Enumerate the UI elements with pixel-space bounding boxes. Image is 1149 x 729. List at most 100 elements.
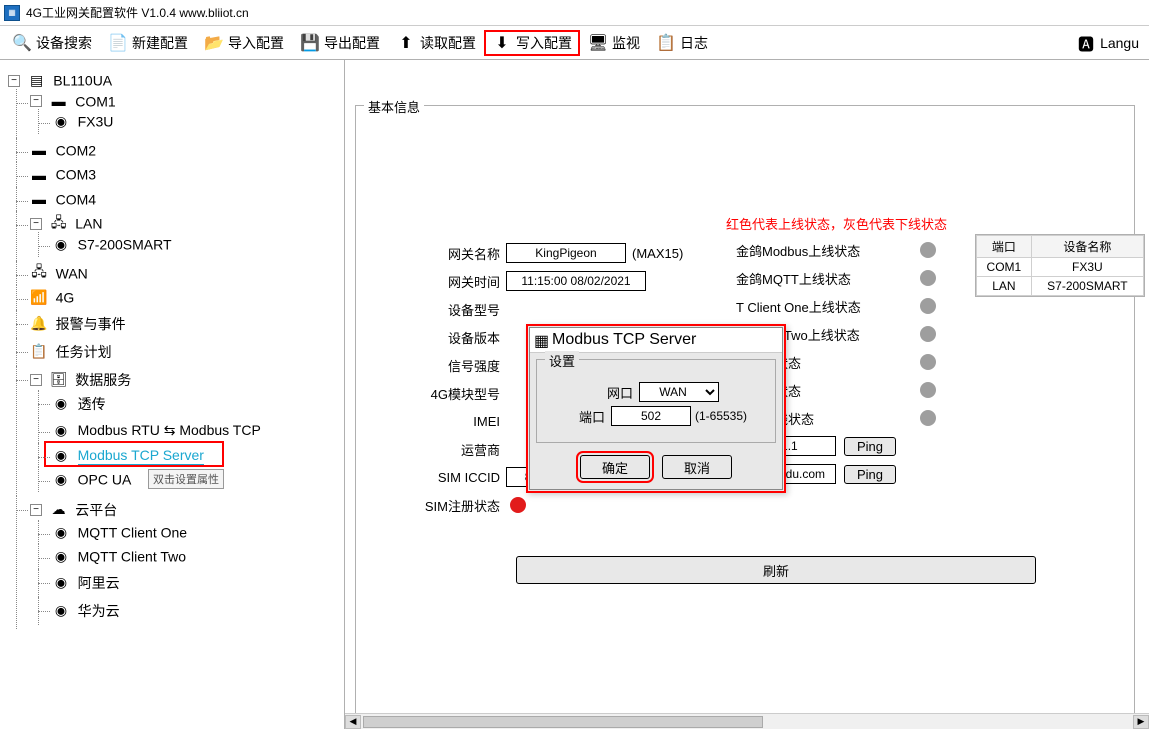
- table-header-port[interactable]: 端口: [977, 236, 1032, 258]
- tree-s7-label: S7-200SMART: [78, 237, 172, 253]
- tree-modbus-tcp-server[interactable]: ◉ Modbus TCP Server: [52, 443, 340, 468]
- toolbar-new[interactable]: 📄 新建配置: [100, 30, 196, 56]
- collapse-icon[interactable]: −: [30, 374, 42, 386]
- dialog-buttons: 确定 取消: [530, 449, 782, 489]
- basic-info-panel: 基本信息 网关名称 (MAX15) 网关时间 设备型号 设备版本: [355, 105, 1135, 725]
- status-dot: [920, 270, 936, 286]
- tree-root[interactable]: − ▤ BL110UA − ▬ COM1 ◉ FX3U: [8, 68, 340, 633]
- tree-wan-label: WAN: [56, 265, 88, 281]
- port-icon: ▬: [30, 167, 48, 183]
- toolbar-import[interactable]: 📂 导入配置: [196, 30, 292, 56]
- status-mqtt: 金鸽MQTT上线状态: [736, 264, 976, 292]
- dialog-ok-button[interactable]: 确定: [580, 455, 650, 479]
- ping-url-button[interactable]: Ping: [844, 465, 896, 484]
- toolbar-log[interactable]: 📋 日志: [648, 30, 716, 56]
- tree-passthrough[interactable]: ◉ 透传: [52, 390, 340, 418]
- refresh-button[interactable]: 刷新: [516, 556, 1036, 584]
- table-row[interactable]: COM1 FX3U: [977, 258, 1144, 277]
- collapse-icon[interactable]: −: [30, 504, 42, 516]
- service-icon: ◉: [52, 603, 70, 619]
- device-icon: ◉: [52, 114, 70, 130]
- ping-ip-button[interactable]: Ping: [844, 437, 896, 456]
- port-icon: ▬: [30, 191, 48, 207]
- gw-name-input[interactable]: [506, 243, 626, 263]
- dialog-net-label: 网口: [593, 383, 633, 402]
- dialog-cancel-button[interactable]: 取消: [662, 455, 732, 479]
- collapse-icon[interactable]: −: [30, 218, 42, 230]
- collapse-icon[interactable]: −: [30, 95, 42, 107]
- modbus-tcp-dialog: ▦ Modbus TCP Server 设置 网口 WAN 端口: [526, 324, 786, 493]
- task-icon: 📋: [30, 344, 48, 360]
- basic-info-title: 基本信息: [364, 97, 424, 116]
- toolbar-read[interactable]: ⬆ 读取配置: [388, 30, 484, 56]
- toolbar-write[interactable]: ⬇ 写入配置: [484, 30, 580, 56]
- dialog-titlebar: ▦ Modbus TCP Server: [530, 328, 782, 353]
- tree-opc-ua[interactable]: ◉ OPC UA 双击设置属性: [52, 467, 340, 492]
- tree-mqtt-two[interactable]: ◉ MQTT Client Two: [52, 544, 340, 569]
- tree-ali[interactable]: ◉ 阿里云: [52, 569, 340, 597]
- toolbar-monitor[interactable]: 🖥 监视: [580, 30, 648, 56]
- tree-mqtt-one[interactable]: ◉ MQTT Client One: [52, 520, 340, 545]
- tree-com3[interactable]: ▬ COM3: [30, 162, 340, 187]
- device-tree[interactable]: − ▤ BL110UA − ▬ COM1 ◉ FX3U: [0, 60, 345, 729]
- row-dev-model: 设备型号: [356, 298, 716, 320]
- service-icon: ◉: [52, 422, 70, 438]
- toolbar-import-label: 导入配置: [228, 33, 284, 53]
- tooltip: 双击设置属性: [148, 469, 224, 489]
- service-icon: ◉: [52, 575, 70, 591]
- tree-com2[interactable]: ▬ COM2: [30, 138, 340, 163]
- wan-icon: 🖧: [30, 265, 48, 281]
- tree-data-service[interactable]: − 🗄 数据服务 ◉ 透传 ◉ Modbus RTU ⇆ Modbus TCP: [30, 366, 340, 496]
- service-icon: ◉: [52, 524, 70, 540]
- scroll-thumb[interactable]: [363, 716, 763, 728]
- dialog-settings-group: 设置 网口 WAN 端口 (1-65535): [536, 359, 776, 443]
- tree-task[interactable]: 📋 任务计划: [30, 338, 340, 366]
- horizontal-scrollbar[interactable]: ◀ ▶: [345, 713, 1149, 729]
- tree-lan[interactable]: − 🖧 LAN ◉ S7-200SMART: [30, 211, 340, 260]
- status-dot: [920, 326, 936, 342]
- status-dot: [920, 298, 936, 314]
- language-icon: 🅰: [1076, 33, 1096, 53]
- collapse-icon[interactable]: −: [8, 75, 20, 87]
- scroll-left-button[interactable]: ◀: [345, 715, 361, 729]
- tree-huawei-label: 华为云: [78, 603, 120, 619]
- export-icon: 💾: [300, 33, 320, 53]
- toolbar-language[interactable]: 🅰 Langu: [1070, 30, 1145, 56]
- write-icon: ⬇: [492, 33, 512, 53]
- tree-alarm[interactable]: 🔔 报警与事件: [30, 310, 340, 338]
- dialog-net-select[interactable]: WAN: [639, 382, 719, 402]
- table-row[interactable]: LAN S7-200SMART: [977, 277, 1144, 296]
- tree-modbus-rtu-tcp-label: Modbus RTU ⇆ Modbus TCP: [78, 422, 261, 438]
- search-icon: 🔍: [12, 33, 32, 53]
- tree-fx3u[interactable]: ◉ FX3U: [52, 109, 340, 134]
- tree-cloud[interactable]: − ☁ 云平台 ◉ MQTT Client One ◉ MQTT Client …: [30, 496, 340, 629]
- dialog-port-hint: (1-65535): [695, 409, 747, 423]
- toolbar-new-label: 新建配置: [132, 33, 188, 53]
- row-gw-name: 网关名称 (MAX15): [356, 242, 716, 264]
- table-header-name[interactable]: 设备名称: [1031, 236, 1143, 258]
- antenna-icon: 📶: [30, 290, 48, 306]
- tree-com1[interactable]: − ▬ COM1 ◉ FX3U: [30, 89, 340, 138]
- tree-data-service-label: 数据服务: [75, 372, 131, 388]
- tree-4g[interactable]: 📶 4G: [30, 285, 340, 310]
- content-panel: 基本信息 网关名称 (MAX15) 网关时间 设备型号 设备版本: [345, 60, 1149, 729]
- dialog-port-label: 端口: [565, 407, 605, 426]
- gw-time-input[interactable]: [506, 271, 646, 291]
- tree-wan[interactable]: 🖧 WAN: [30, 261, 340, 286]
- tree-huawei[interactable]: ◉ 华为云: [52, 597, 340, 625]
- toolbar-search[interactable]: 🔍 设备搜索: [4, 30, 100, 56]
- tree-modbus-rtu-tcp[interactable]: ◉ Modbus RTU ⇆ Modbus TCP: [52, 418, 340, 443]
- status-modbus: 金鸽Modbus上线状态: [736, 236, 976, 264]
- scroll-right-button[interactable]: ▶: [1133, 715, 1149, 729]
- port-icon: ▬: [30, 142, 48, 158]
- tree-com4[interactable]: ▬ COM4: [30, 187, 340, 212]
- service-icon: ◉: [52, 447, 70, 463]
- dialog-title: Modbus TCP Server: [552, 331, 696, 349]
- tree-ali-label: 阿里云: [78, 575, 120, 591]
- toolbar-export[interactable]: 💾 导出配置: [292, 30, 388, 56]
- tree-s7[interactable]: ◉ S7-200SMART: [52, 232, 340, 257]
- dialog-port-input[interactable]: [611, 406, 691, 426]
- toolbar-write-label: 写入配置: [516, 33, 572, 53]
- row-gw-time: 网关时间: [356, 270, 716, 292]
- tree-opc-ua-label: OPC UA: [78, 472, 132, 488]
